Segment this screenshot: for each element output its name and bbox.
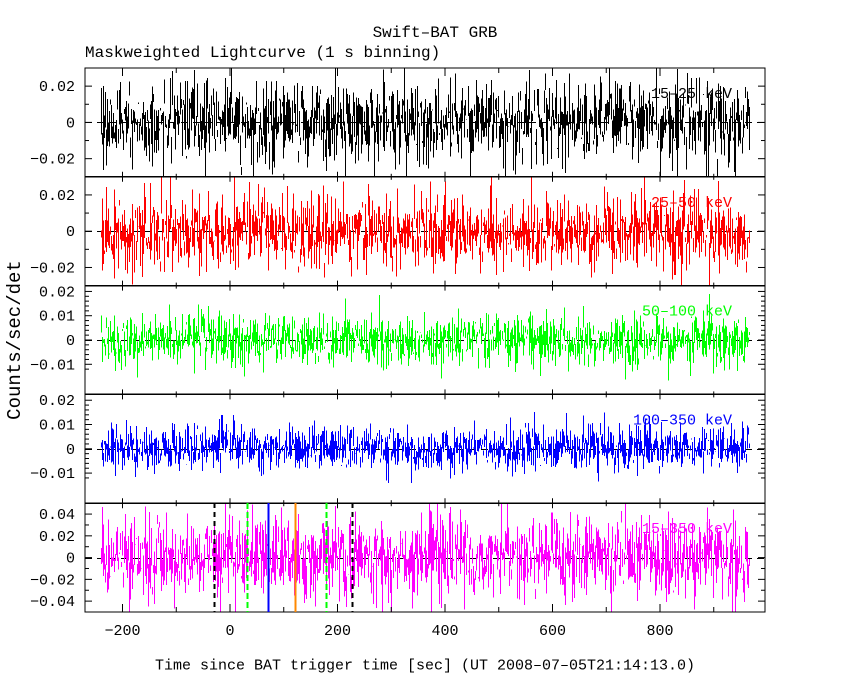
svg-text:Swift–BAT GRB: Swift–BAT GRB	[373, 24, 498, 42]
svg-text:15–350 keV: 15–350 keV	[642, 521, 732, 538]
svg-text:−0.02: −0.02	[30, 260, 75, 277]
svg-text:0.01: 0.01	[39, 418, 75, 435]
svg-text:600: 600	[539, 623, 566, 640]
svg-text:0.02: 0.02	[39, 284, 75, 301]
svg-text:−0.01: −0.01	[30, 466, 75, 483]
svg-text:0: 0	[66, 333, 75, 350]
svg-text:0.02: 0.02	[39, 393, 75, 410]
svg-text:0.01: 0.01	[39, 309, 75, 326]
svg-text:Maskweighted Lightcurve (1 s b: Maskweighted Lightcurve (1 s binning)	[85, 44, 440, 62]
svg-text:100–350 keV: 100–350 keV	[633, 412, 732, 429]
svg-text:25–50 keV: 25–50 keV	[651, 195, 732, 212]
svg-text:15–25 keV: 15–25 keV	[651, 86, 732, 103]
svg-text:0: 0	[66, 224, 75, 241]
svg-text:−0.02: −0.02	[30, 152, 75, 169]
svg-text:Counts/sec/det: Counts/sec/det	[4, 260, 26, 420]
svg-text:0: 0	[66, 551, 75, 568]
svg-text:−0.02: −0.02	[30, 572, 75, 589]
svg-text:−200: −200	[104, 623, 140, 640]
svg-text:Time since BAT trigger time [s: Time since BAT trigger time [sec] (UT 20…	[155, 658, 695, 675]
svg-text:0: 0	[66, 115, 75, 132]
svg-text:0.04: 0.04	[39, 507, 75, 524]
svg-text:50–100 keV: 50–100 keV	[642, 304, 732, 321]
svg-text:0: 0	[66, 442, 75, 459]
svg-text:800: 800	[646, 623, 673, 640]
svg-text:0.02: 0.02	[39, 529, 75, 546]
svg-text:0: 0	[225, 623, 234, 640]
svg-text:−0.01: −0.01	[30, 357, 75, 374]
svg-text:−0.04: −0.04	[30, 594, 75, 611]
svg-text:0.02: 0.02	[39, 79, 75, 96]
svg-text:400: 400	[431, 623, 458, 640]
svg-text:200: 200	[324, 623, 351, 640]
svg-text:0.02: 0.02	[39, 188, 75, 205]
